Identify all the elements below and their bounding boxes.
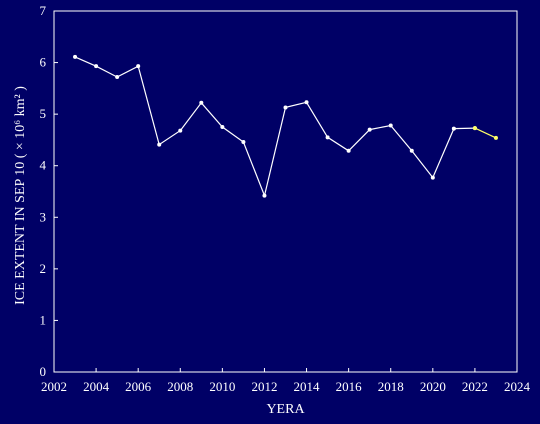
x-tick-label: 2016 bbox=[336, 379, 363, 394]
data-point bbox=[283, 105, 288, 110]
y-tick-label: 4 bbox=[40, 158, 47, 173]
x-tick-label: 2008 bbox=[167, 379, 193, 394]
data-point bbox=[157, 142, 162, 147]
y-tick-label: 7 bbox=[40, 3, 47, 18]
data-point bbox=[136, 64, 141, 69]
data-point bbox=[304, 100, 309, 105]
data-point bbox=[241, 139, 246, 144]
y-tick-label: 6 bbox=[40, 55, 47, 70]
x-tick-label: 2002 bbox=[41, 379, 67, 394]
data-point bbox=[346, 148, 351, 153]
y-tick-label: 2 bbox=[40, 261, 47, 276]
plot-frame bbox=[53, 10, 518, 373]
x-tick-label: 2006 bbox=[125, 379, 152, 394]
series-line-1 bbox=[74, 56, 475, 198]
data-point bbox=[325, 135, 330, 140]
data-point bbox=[451, 126, 456, 131]
series-line-2 bbox=[474, 127, 497, 139]
y-tick-label: 5 bbox=[40, 106, 47, 121]
y-ticks: 0 1 2 3 4 5 6 7 bbox=[40, 3, 58, 379]
axes bbox=[53, 10, 518, 373]
x-tick-label: 2014 bbox=[294, 379, 321, 394]
data-point bbox=[493, 135, 498, 140]
x-axis-title: YERA bbox=[266, 402, 305, 417]
x-tick-label: 2020 bbox=[420, 379, 446, 394]
x-tick-label: 2010 bbox=[209, 379, 235, 394]
data-point bbox=[220, 125, 225, 130]
series-layer bbox=[73, 54, 498, 198]
data-point bbox=[388, 123, 393, 128]
data-point bbox=[199, 100, 204, 105]
data-point bbox=[409, 148, 414, 153]
y-tick-label: 1 bbox=[40, 312, 47, 327]
x-tick-label: 2012 bbox=[251, 379, 277, 394]
x-tick-label: 2018 bbox=[378, 379, 404, 394]
x-ticks: 2002 2004 2006 2008 2010 2012 2014 2016 2018 2020… bbox=[41, 368, 531, 394]
data-point bbox=[73, 54, 78, 59]
y-axis-title: ICE EXTENT IN SEP 10 ( × 10⁶ km² ) bbox=[13, 86, 28, 305]
data-point bbox=[94, 64, 99, 69]
data-point bbox=[178, 128, 183, 133]
data-point bbox=[367, 127, 372, 132]
y-tick-label: 3 bbox=[40, 209, 47, 224]
data-point bbox=[262, 193, 267, 198]
x-tick-label: 2024 bbox=[504, 379, 531, 394]
data-point bbox=[472, 126, 477, 131]
data-point bbox=[430, 175, 435, 180]
x-tick-label: 2004 bbox=[83, 379, 110, 394]
data-point bbox=[115, 75, 120, 80]
y-tick-label: 0 bbox=[40, 364, 47, 379]
x-tick-label: 2022 bbox=[462, 379, 488, 394]
